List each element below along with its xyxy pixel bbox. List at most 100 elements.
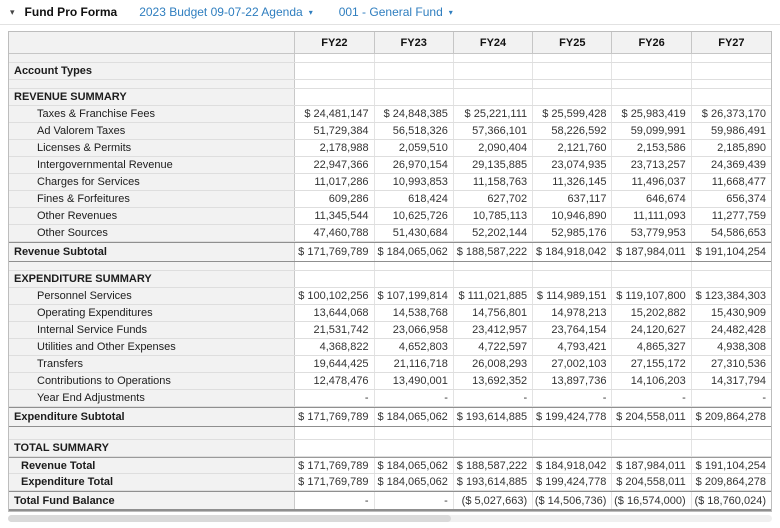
cell-fy25	[533, 89, 613, 105]
cell-fy22: 11,345,544	[295, 208, 375, 224]
cell-fy26: -	[612, 390, 692, 406]
cell-fy25: 58,226,592	[533, 123, 613, 139]
cell-fy24: 14,756,801	[453, 305, 534, 321]
cell-fy23: 10,993,853	[374, 174, 454, 190]
cell-fy27	[691, 54, 771, 62]
cell-fy23	[374, 89, 454, 105]
cell-fy22: $ 100,102,256	[295, 288, 375, 304]
cell-fy22: $ 171,769,789	[295, 408, 375, 426]
cell-fy22	[295, 54, 375, 62]
cell-fy23: 21,116,718	[374, 356, 454, 372]
cell-fy27: 24,369,439	[691, 157, 772, 173]
cell-fy25: $ 199,424,778	[533, 408, 613, 426]
cell-fy25: 637,117	[533, 191, 613, 207]
cell-fy27: 2,185,890	[691, 140, 772, 156]
cell-fy22	[295, 427, 375, 439]
cell-fy26: ($ 16,574,000)	[612, 492, 692, 509]
cell-fy26: 14,106,203	[612, 373, 692, 389]
fund-dropdown-label: 001 - General Fund	[338, 5, 443, 19]
fund-dropdown[interactable]: 001 - General Fund ▾	[339, 5, 453, 19]
cell-fy22	[295, 271, 375, 287]
table-row: Account Types	[9, 63, 771, 80]
cell-fy24: $ 188,587,222	[453, 458, 534, 473]
cell-fy26: 59,099,991	[612, 123, 692, 139]
cell-fy22: 19,644,425	[295, 356, 375, 372]
row-label: Charges for Services	[9, 174, 296, 190]
cell-fy25: -	[533, 390, 613, 406]
cell-fy23: 4,652,803	[374, 339, 454, 355]
cell-fy25	[533, 440, 613, 456]
cell-fy26	[612, 89, 692, 105]
cell-fy24: $ 25,221,111	[453, 106, 534, 122]
cell-fy22: 22,947,366	[295, 157, 375, 173]
cell-fy23: $ 184,065,062	[374, 474, 454, 490]
horizontal-scrollbar[interactable]	[8, 515, 772, 522]
horizontal-scrollbar-thumb[interactable]	[8, 515, 452, 522]
cell-fy23: -	[374, 492, 454, 509]
cell-fy25	[533, 80, 613, 88]
cell-fy23: 618,424	[374, 191, 454, 207]
cell-fy24: 13,692,352	[453, 373, 534, 389]
cell-fy23: $ 184,065,062	[374, 243, 454, 261]
cell-fy27	[691, 89, 771, 105]
fund-pro-forma-table: FY22 FY23 FY24 FY25 FY26 FY27 Account Types RE…	[8, 31, 772, 512]
table-row	[9, 262, 771, 271]
cell-fy26: $ 187,984,011	[612, 243, 692, 261]
cell-fy24: $ 193,614,885	[453, 408, 534, 426]
cell-fy25: $ 25,599,428	[533, 106, 613, 122]
row-label: Contributions to Operations	[9, 373, 296, 389]
row-label: Revenue Subtotal	[9, 243, 296, 261]
table-row: Expenditure Total $ 171,769,789 $ 184,065,…	[9, 474, 772, 491]
cell-fy25	[533, 262, 613, 270]
cell-fy25: 23,074,935	[533, 157, 613, 173]
row-label	[9, 54, 296, 62]
row-label: Expenditure Total	[9, 474, 296, 490]
cell-fy25: $ 114,989,151	[533, 288, 613, 304]
cell-fy22	[295, 89, 375, 105]
cell-fy26	[612, 63, 692, 79]
toolbar: ▾ Fund Pro Forma 2023 Budget 09-07-22 Ag…	[0, 0, 780, 24]
cell-fy25: ($ 14,506,736)	[533, 492, 613, 509]
cell-fy25: 14,978,213	[533, 305, 613, 321]
cell-fy25	[533, 271, 613, 287]
cell-fy23	[374, 63, 454, 79]
cell-fy25	[533, 63, 613, 79]
cell-fy24: 2,090,404	[453, 140, 534, 156]
cell-fy27: $ 191,104,254	[691, 458, 772, 473]
cell-fy23	[374, 262, 454, 270]
cell-fy25: $ 184,918,042	[533, 243, 613, 261]
row-label: Ad Valorem Taxes	[9, 123, 296, 139]
table-row: Revenue Subtotal $ 171,769,789 $ 184,065,0…	[9, 242, 771, 262]
collapse-caret-icon[interactable]: ▾	[10, 6, 15, 17]
cell-fy24	[453, 80, 534, 88]
cell-fy23: $ 24,848,385	[374, 106, 454, 122]
row-label	[9, 80, 296, 88]
cell-fy23: 14,538,768	[374, 305, 454, 321]
cell-fy25: $ 199,424,778	[533, 474, 613, 490]
table-row: Fines & Forfeitures 609,286 618,424 627,702…	[9, 191, 772, 208]
row-label	[9, 262, 296, 270]
cell-fy27: $ 209,864,278	[691, 408, 771, 426]
column-header-fy27: FY27	[718, 36, 745, 49]
cell-fy26: 646,674	[612, 191, 692, 207]
row-label	[9, 427, 296, 439]
table-row: Taxes & Franchise Fees $ 24,481,147 $ 24,8…	[9, 106, 772, 123]
cell-fy24: 57,366,101	[453, 123, 534, 139]
cell-fy27: $ 191,104,254	[691, 243, 771, 261]
row-label: Intergovernmental Revenue	[9, 157, 296, 173]
cell-fy27: $ 26,373,170	[691, 106, 772, 122]
cell-fy26: $ 204,558,011	[612, 408, 692, 426]
budget-dropdown[interactable]: 2023 Budget 09-07-22 Agenda ▾	[139, 5, 313, 19]
cell-fy24: -	[453, 390, 534, 406]
cell-fy26	[612, 271, 692, 287]
cell-fy22: 4,368,822	[295, 339, 375, 355]
header-divider	[0, 24, 780, 25]
table-row: Transfers 19,644,425 21,116,718 26,008,293 2…	[9, 356, 772, 373]
cell-fy23	[374, 427, 454, 439]
cell-fy26	[612, 440, 692, 456]
cell-fy24: 23,412,957	[453, 322, 534, 338]
cell-fy26: 11,111,093	[612, 208, 692, 224]
table-row: Total Fund Balance - - ($ 5,027,663) ($ 14,5…	[9, 491, 771, 511]
cell-fy26: 11,496,037	[612, 174, 692, 190]
cell-fy27: 11,277,759	[691, 208, 772, 224]
